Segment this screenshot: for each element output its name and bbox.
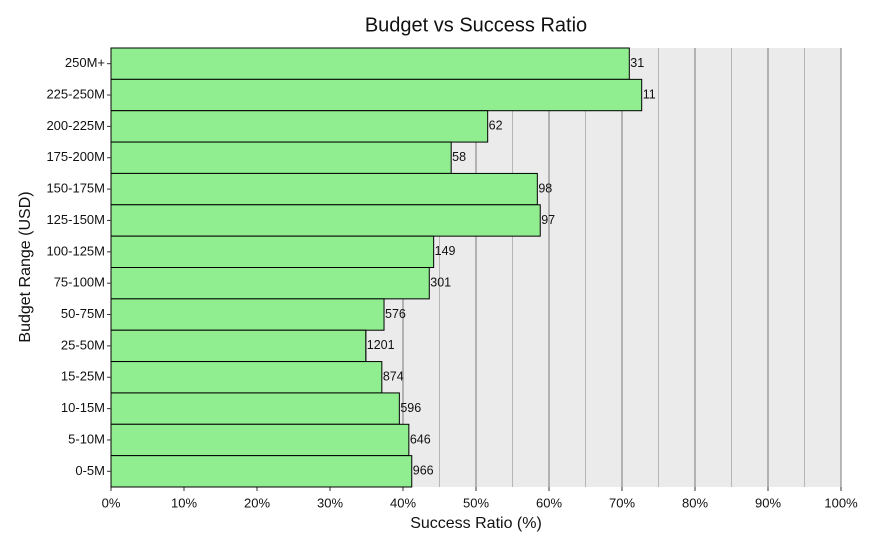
y-tick-label: 250M+ [65, 55, 105, 70]
bar [110, 78, 643, 112]
y-tick-label: 50-75M [61, 306, 105, 321]
y-tick-label: 0-5M [75, 463, 105, 478]
value-label: 596 [400, 401, 421, 415]
y-tick-label: 150-175M [46, 181, 105, 196]
bar [110, 392, 400, 425]
y-tick-label: 25-50M [61, 337, 105, 352]
x-tick-label: 100% [824, 495, 858, 510]
value-label: 1201 [367, 338, 395, 352]
bar [110, 455, 413, 488]
x-tick-label: 90% [755, 495, 781, 510]
x-tick-label: 40% [390, 495, 416, 510]
bar [110, 110, 489, 143]
y-tick-label: 100-125M [46, 243, 105, 258]
value-label: 966 [413, 464, 434, 478]
x-tick-label: 80% [682, 495, 708, 510]
bar [110, 47, 630, 80]
x-tick-label: 60% [536, 495, 562, 510]
bar [110, 423, 410, 457]
bar [110, 361, 383, 394]
y-tick-label: 175-200M [46, 149, 105, 164]
bar [110, 267, 430, 300]
x-tick-label: 10% [171, 495, 197, 510]
y-tick-label: 15-25M [61, 369, 105, 384]
y-axis-title: Budget Range (USD) [17, 191, 34, 342]
value-label: 874 [383, 370, 404, 384]
value-label: 149 [435, 244, 456, 258]
value-label: 11 [643, 87, 656, 101]
x-tick-label: 50% [463, 495, 489, 510]
bar [110, 141, 452, 174]
x-tick-label: 20% [244, 495, 270, 510]
value-label: 31 [630, 56, 644, 70]
value-label: 97 [541, 213, 555, 227]
value-label: 58 [452, 150, 466, 164]
bar [110, 298, 385, 331]
x-tick-label: 0% [102, 495, 121, 510]
bar [110, 204, 541, 237]
y-tick-label: 225-250M [46, 86, 105, 101]
bar [110, 235, 435, 268]
y-tick-label: 5-10M [68, 431, 105, 446]
value-label: 576 [385, 307, 406, 321]
y-tick-label: 125-150M [46, 212, 105, 227]
value-label: 62 [489, 119, 503, 133]
x-tick-label: 30% [317, 495, 343, 510]
bar [110, 172, 538, 206]
value-label: 98 [538, 181, 552, 195]
y-tick-label: 200-225M [46, 118, 105, 133]
chart-title: Budget vs Success Ratio [365, 14, 587, 36]
value-label: 301 [430, 275, 451, 289]
y-tick-label: 75-100M [54, 275, 105, 290]
bar [110, 329, 367, 363]
x-tick-label: 70% [609, 495, 635, 510]
value-label: 646 [410, 432, 431, 446]
y-tick-label: 10-15M [61, 400, 105, 415]
x-axis-title: Success Ratio (%) [410, 515, 542, 532]
